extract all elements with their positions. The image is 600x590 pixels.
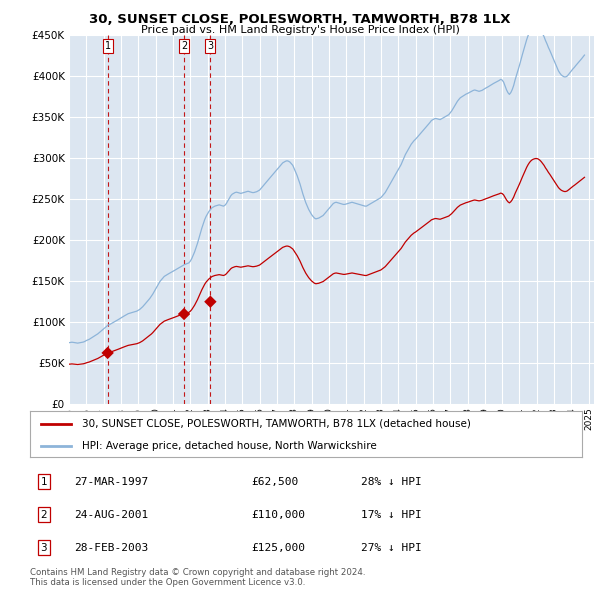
Text: 2: 2 <box>181 41 187 51</box>
Text: 3: 3 <box>208 41 214 51</box>
Text: 30, SUNSET CLOSE, POLESWORTH, TAMWORTH, B78 1LX (detached house): 30, SUNSET CLOSE, POLESWORTH, TAMWORTH, … <box>82 419 472 429</box>
Text: 30, SUNSET CLOSE, POLESWORTH, TAMWORTH, B78 1LX: 30, SUNSET CLOSE, POLESWORTH, TAMWORTH, … <box>89 13 511 26</box>
Text: 17% ↓ HPI: 17% ↓ HPI <box>361 510 422 520</box>
Text: 2: 2 <box>40 510 47 520</box>
Text: Price paid vs. HM Land Registry's House Price Index (HPI): Price paid vs. HM Land Registry's House … <box>140 25 460 35</box>
Text: 1: 1 <box>104 41 111 51</box>
Text: HPI: Average price, detached house, North Warwickshire: HPI: Average price, detached house, Nort… <box>82 441 377 451</box>
Text: 1: 1 <box>40 477 47 487</box>
Point <box>179 309 189 319</box>
Text: 27% ↓ HPI: 27% ↓ HPI <box>361 543 422 553</box>
Text: 27-MAR-1997: 27-MAR-1997 <box>74 477 148 487</box>
Text: 28-FEB-2003: 28-FEB-2003 <box>74 543 148 553</box>
Text: 24-AUG-2001: 24-AUG-2001 <box>74 510 148 520</box>
Text: Contains HM Land Registry data © Crown copyright and database right 2024.
This d: Contains HM Land Registry data © Crown c… <box>30 568 365 587</box>
Point <box>206 297 215 306</box>
Text: 28% ↓ HPI: 28% ↓ HPI <box>361 477 422 487</box>
Point <box>103 348 112 358</box>
Text: 3: 3 <box>40 543 47 553</box>
Text: £62,500: £62,500 <box>251 477 298 487</box>
Text: £110,000: £110,000 <box>251 510 305 520</box>
Text: £125,000: £125,000 <box>251 543 305 553</box>
